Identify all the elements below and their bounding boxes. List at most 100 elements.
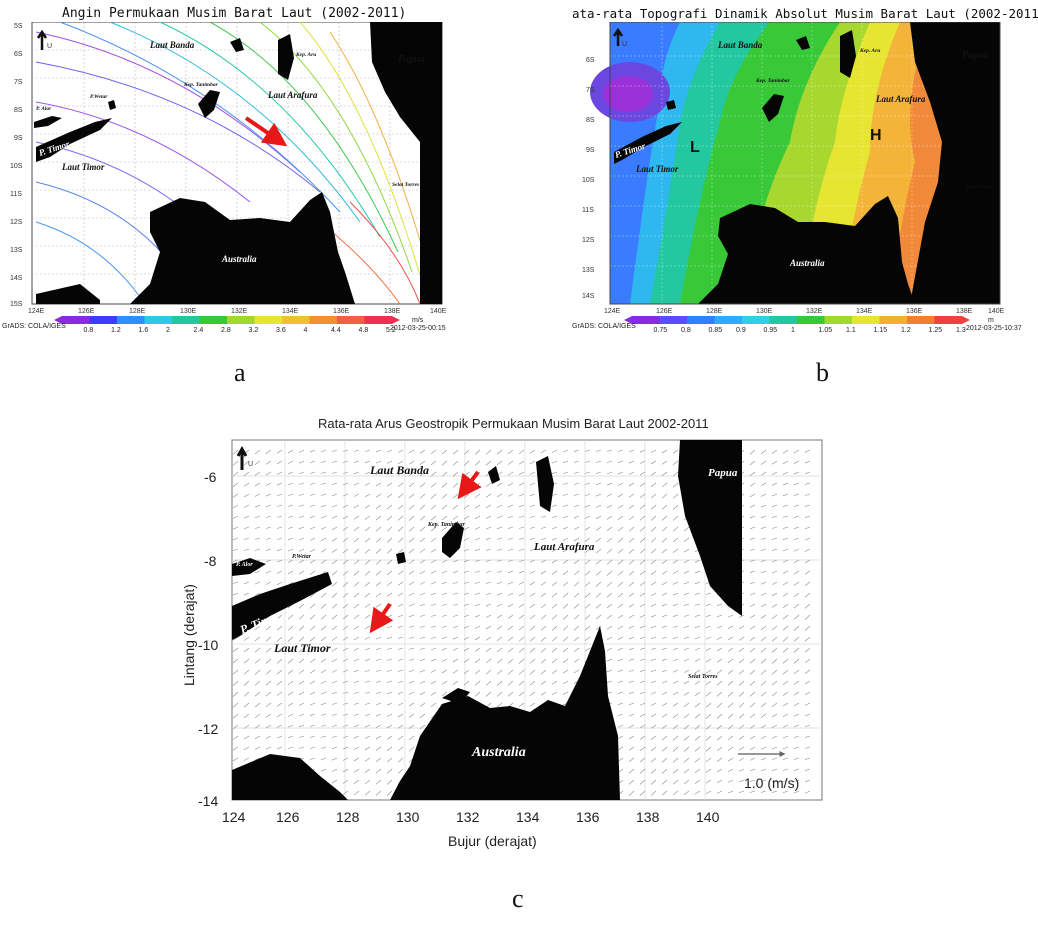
current-vector (793, 526, 800, 529)
current-vector (397, 482, 404, 487)
current-vector (353, 559, 360, 565)
current-vector (760, 460, 767, 465)
current-vector (694, 603, 701, 606)
current-vector (364, 702, 371, 705)
current-vector (419, 669, 426, 673)
svg-text:138: 138 (636, 809, 660, 825)
current-vector (375, 526, 382, 532)
current-vector (782, 768, 789, 771)
current-vector (551, 471, 558, 475)
current-vector (254, 658, 261, 664)
current-vector (573, 625, 580, 631)
current-vector (397, 570, 404, 575)
current-vector (760, 702, 767, 708)
current-vector (782, 603, 789, 609)
current-vector (793, 779, 800, 782)
current-vector (265, 493, 272, 497)
current-vector (804, 493, 811, 496)
current-vector (683, 680, 690, 685)
current-vector (782, 746, 789, 750)
current-vector (419, 636, 426, 639)
current-vector (705, 647, 712, 651)
current-vector (254, 592, 261, 596)
panel-c-xlabel: Bujur (derajat) (448, 833, 537, 849)
current-vector (441, 647, 448, 651)
current-vector (529, 603, 536, 608)
current-vector (485, 526, 492, 530)
current-vector (397, 680, 404, 684)
current-vector (661, 449, 668, 454)
current-vector (353, 768, 360, 773)
current-vector (287, 548, 294, 552)
current-vector (595, 515, 602, 520)
current-vector (276, 647, 283, 653)
current-vector (518, 658, 525, 664)
current-vector (771, 768, 778, 771)
current-vector (485, 603, 492, 607)
panel-b-unit: m (988, 317, 994, 324)
current-vector (771, 449, 778, 454)
current-vector (298, 746, 305, 749)
current-vector (639, 790, 646, 796)
current-vector (584, 493, 591, 497)
current-vector (430, 592, 437, 596)
current-vector (771, 570, 778, 574)
current-vector (232, 702, 239, 708)
current-vector (276, 746, 283, 750)
current-vector (298, 735, 305, 738)
current-vector (408, 614, 415, 618)
current-vector (738, 790, 745, 794)
current-vector (595, 548, 602, 554)
current-vector (782, 471, 789, 475)
current-vector (606, 537, 613, 543)
current-vector (419, 691, 426, 696)
current-vector (760, 581, 767, 585)
current-vector (364, 735, 371, 739)
current-vector (276, 537, 283, 540)
current-vector (595, 460, 602, 463)
current-vector (529, 614, 536, 620)
current-vector (540, 570, 547, 575)
current-vector (749, 603, 756, 607)
current-vector (474, 658, 481, 663)
current-vector (672, 592, 679, 596)
current-vector (320, 482, 327, 485)
current-vector (441, 471, 448, 477)
current-vector (694, 592, 701, 595)
current-vector (375, 768, 382, 774)
current-vector (496, 592, 503, 596)
current-vector (705, 691, 712, 697)
current-vector (342, 592, 349, 598)
current-vector (452, 636, 459, 640)
current-vector (683, 658, 690, 662)
colorbar-swatch (62, 316, 90, 324)
current-vector (650, 548, 657, 554)
current-vector (672, 735, 679, 741)
current-vector (507, 691, 514, 697)
current-vector (573, 592, 580, 598)
current-vector (441, 482, 448, 488)
current-vector (309, 548, 316, 553)
current-vector (298, 548, 305, 552)
current-vector (727, 790, 734, 794)
current-vector (518, 669, 525, 675)
current-vector (606, 614, 613, 619)
current-vector (683, 724, 690, 730)
colorbar-tick-label: 1.3 (956, 327, 966, 334)
current-vector (375, 713, 382, 717)
current-vector (342, 493, 349, 497)
current-vector (397, 548, 404, 554)
current-vector (254, 713, 261, 718)
papua-landmass (370, 22, 442, 304)
current-vector (738, 779, 745, 783)
current-vector (617, 735, 624, 739)
current-vector (562, 603, 569, 609)
current-vector (496, 504, 503, 508)
current-vector (474, 526, 481, 530)
current-vector (364, 592, 371, 598)
current-vector (749, 515, 756, 519)
current-vector (694, 669, 701, 674)
current-vector (529, 680, 536, 686)
colorbar-swatch (309, 316, 337, 324)
current-vector (320, 504, 327, 508)
